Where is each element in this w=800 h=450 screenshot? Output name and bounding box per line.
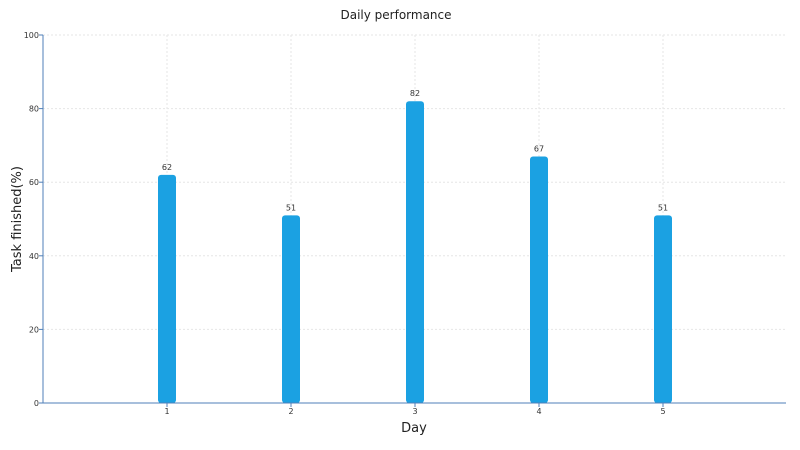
y-tick-label: 100 [24,31,39,40]
data-label-4: 67 [534,144,544,153]
y-tick-label: 60 [29,178,39,187]
data-label-3: 82 [410,89,420,98]
data-label-5: 51 [658,203,668,212]
x-axis-title: Day [401,421,427,436]
x-tick-label: 5 [660,407,665,416]
data-label-1: 62 [162,163,172,172]
y-tick-label: 0 [34,399,39,408]
x-tick-label: 2 [288,407,293,416]
y-axis-title: Task finished(%) [10,166,25,273]
bars [158,101,672,404]
data-label-2: 51 [286,203,296,212]
bar-4 [530,156,548,403]
y-ticks: 0 20 40 60 80 100 [24,31,43,408]
chart-title: Daily performance [340,8,451,22]
bar-5 [654,215,672,403]
bar-3 [406,101,424,404]
y-tick-label: 40 [29,252,39,261]
bar-1 [158,174,176,403]
bar-2 [282,215,300,403]
data-labels: 62 51 82 67 51 [162,89,668,212]
x-tick-label: 1 [164,407,169,416]
x-tick-label: 4 [536,407,541,416]
y-tick-label: 20 [29,325,39,334]
y-tick-label: 80 [29,105,39,114]
x-ticks: 1 2 3 4 5 [164,403,666,416]
x-tick-label: 3 [412,407,417,416]
